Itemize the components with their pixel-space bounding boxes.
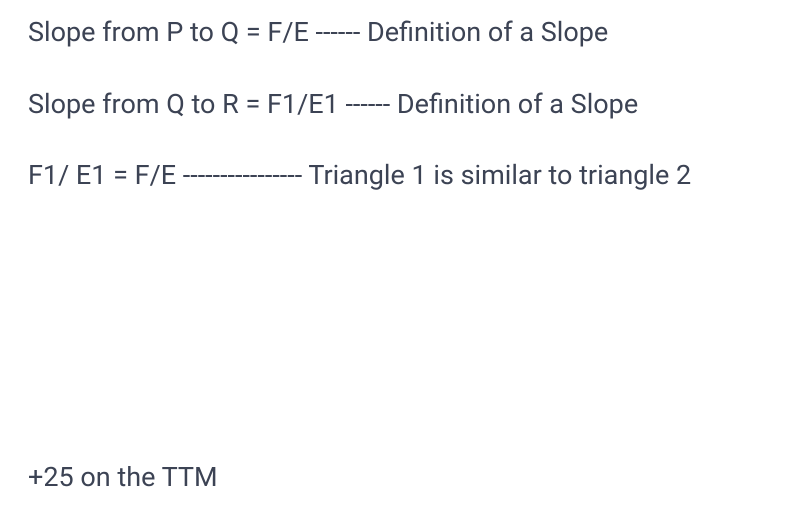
spacer bbox=[28, 193, 772, 458]
spacer bbox=[28, 123, 772, 157]
text-block: Slope from P to Q = F/E ------ Definitio… bbox=[0, 0, 800, 515]
paragraph-ttm-note: +25 on the TTM bbox=[28, 459, 772, 495]
spacer bbox=[28, 50, 772, 86]
paragraph-similar-triangles: F1/ E1 = F/E ---------------- Triangle 1… bbox=[28, 157, 772, 193]
paragraph-slope-qr: Slope from Q to R = F1/E1 ------ Definit… bbox=[28, 86, 772, 122]
paragraph-slope-pq: Slope from P to Q = F/E ------ Definitio… bbox=[28, 14, 772, 50]
